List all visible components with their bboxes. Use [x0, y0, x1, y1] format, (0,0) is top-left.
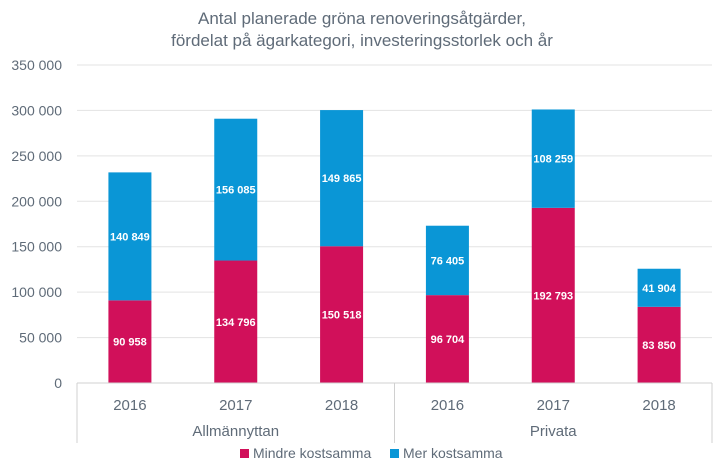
chart-title-line-2: fördelat på ägarkategori, investeringsst… — [171, 31, 553, 50]
legend-label: Mer kostsamma — [403, 445, 503, 461]
axes: 0 50 000 100 000 150 000 200 000 250 000 300 0… — [11, 57, 713, 443]
data-label: 149 865 — [322, 173, 362, 185]
group-label: Privata — [530, 423, 577, 440]
bar-mindre-segment — [108, 300, 152, 383]
y-tick-label: 350 000 — [11, 57, 62, 73]
data-label: 134 796 — [216, 317, 256, 329]
data-label: 108 259 — [533, 154, 573, 166]
bars — [108, 109, 681, 383]
bar-mindre-segment — [531, 207, 575, 383]
y-tick-label: 300 000 — [11, 102, 62, 118]
x-tick-label: 2017 — [219, 397, 252, 414]
y-tick-label: 100 000 — [11, 284, 62, 300]
legend-swatch — [390, 449, 399, 458]
bar-mindre-segment — [425, 295, 469, 383]
x-tick-label: 2018 — [325, 397, 358, 414]
data-labels: 90 958 140 849 134 796 156 085 150 518 149 86… — [110, 154, 677, 352]
legend: Mindre kostsamma Mer kostsamma — [240, 445, 503, 461]
bar-mer-segment — [637, 268, 681, 307]
bar-mer-segment — [108, 172, 152, 301]
bar-mer-segment — [214, 118, 258, 261]
data-label: 140 849 — [110, 231, 150, 243]
bar-mer-segment — [531, 109, 575, 208]
x-tick-label: 2018 — [642, 397, 675, 414]
y-tick-label: 250 000 — [11, 148, 62, 164]
y-tick-label: 150 000 — [11, 239, 62, 255]
data-label: 192 793 — [533, 290, 573, 302]
bar-mindre-segment — [320, 246, 364, 383]
bar-mindre-segment — [637, 306, 681, 383]
data-label: 76 405 — [431, 255, 465, 267]
data-label: 90 958 — [113, 337, 147, 349]
legend-swatch — [240, 449, 249, 458]
legend-label: Mindre kostsamma — [253, 445, 371, 461]
x-tick-label: 2017 — [537, 397, 570, 414]
bar-mer-segment — [320, 110, 364, 247]
y-tick-label: 200 000 — [11, 193, 62, 209]
x-tick-label: 2016 — [431, 397, 464, 414]
data-label: 156 085 — [216, 185, 256, 197]
group-label: Allmännyttan — [192, 423, 279, 440]
y-tick-label: 50 000 — [19, 330, 62, 346]
chart-title-line-1: Antal planerade gröna renoveringsåtgärde… — [198, 9, 526, 28]
data-label: 150 518 — [322, 310, 362, 322]
data-label: 41 904 — [642, 283, 677, 295]
grid — [77, 64, 712, 339]
x-tick-label: 2016 — [113, 397, 146, 414]
data-label: 83 850 — [642, 340, 676, 352]
y-tick-label: 0 — [54, 375, 62, 391]
bar-mer-segment — [425, 225, 469, 296]
data-label: 96 704 — [431, 334, 466, 346]
bar-mindre-segment — [214, 260, 258, 383]
